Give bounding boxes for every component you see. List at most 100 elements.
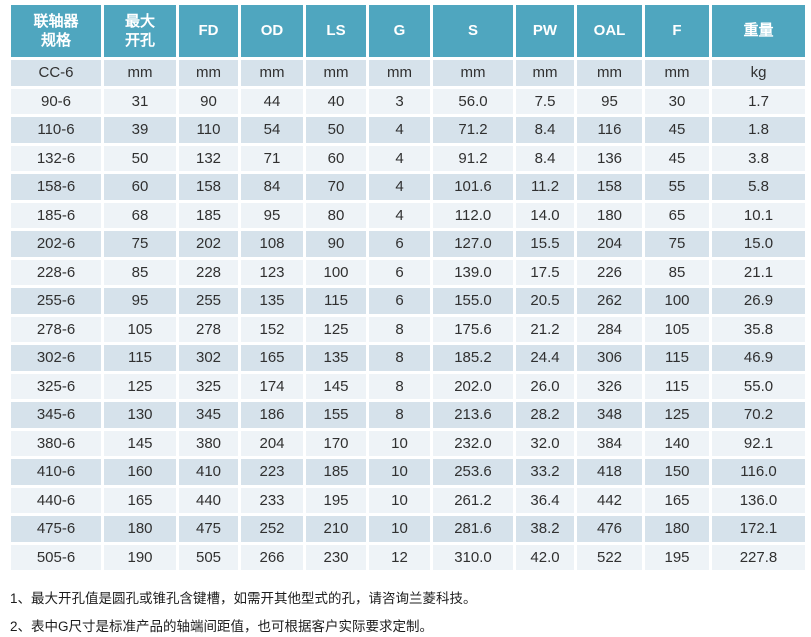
table-cell: 75 (104, 231, 176, 257)
table-cell: 91.2 (433, 145, 513, 171)
table-cell: 125 (104, 373, 176, 399)
table-cell: 160 (104, 459, 176, 485)
table-cell: 38.2 (516, 516, 574, 542)
table-cell: 10.1 (712, 202, 805, 228)
table-cell: 84 (241, 174, 303, 200)
table-cell: 15.0 (712, 231, 805, 257)
header-row: 联轴器 规格 最大 开孔 FD OD LS G S PW OAL F 重量 (11, 5, 805, 57)
table-cell: 228 (179, 259, 238, 285)
table-cell: 170 (306, 430, 366, 456)
table-cell: 223 (241, 459, 303, 485)
header-cell: LS (306, 5, 366, 57)
table-row: 440-6 165 440 233 195 10 261.2 36.4 442 165 136.0 (11, 487, 805, 513)
table-cell: 226 (577, 259, 642, 285)
table-cell: 95 (577, 88, 642, 114)
table-cell: 26.0 (516, 373, 574, 399)
table-cell: 255-6 (11, 288, 101, 314)
table-cell: 135 (241, 288, 303, 314)
table-cell: mm (179, 60, 238, 86)
table-cell: 112.0 (433, 202, 513, 228)
table-cell: 65 (645, 202, 709, 228)
table-cell: 165 (104, 487, 176, 513)
header-cell: S (433, 5, 513, 57)
table-cell: 185.2 (433, 345, 513, 371)
table-row: 158-6 60 158 84 70 4 101.6 11.2 158 55 5.8 (11, 174, 805, 200)
table-cell: 505 (179, 544, 238, 570)
table-cell: 116 (577, 117, 642, 143)
table-row: 380-6 145 380 204 170 10 232.0 32.0 384 140 92.1 (11, 430, 805, 456)
table-cell: 165 (241, 345, 303, 371)
table-cell: 100 (645, 288, 709, 314)
table-cell: 95 (241, 202, 303, 228)
table-cell: 278-6 (11, 316, 101, 342)
table-cell: 213.6 (433, 402, 513, 428)
table-cell: 190 (104, 544, 176, 570)
table-cell: 110 (179, 117, 238, 143)
header-cell: 重量 (712, 5, 805, 57)
table-cell: 202 (179, 231, 238, 257)
table-cell: 195 (645, 544, 709, 570)
table-cell: 180 (577, 202, 642, 228)
table-cell: 132 (179, 145, 238, 171)
table-cell: mm (369, 60, 430, 86)
table-cell: 325 (179, 373, 238, 399)
table-row: 475-6 180 475 252 210 10 281.6 38.2 476 180 172.1 (11, 516, 805, 542)
table-cell: 8 (369, 373, 430, 399)
table-cell: 345 (179, 402, 238, 428)
table-cell: 8 (369, 402, 430, 428)
table-cell: CC-6 (11, 60, 101, 86)
table-cell: 32.0 (516, 430, 574, 456)
table-cell: 202-6 (11, 231, 101, 257)
table-cell: 348 (577, 402, 642, 428)
table-cell: 55.0 (712, 373, 805, 399)
table-cell: 4 (369, 117, 430, 143)
table-cell: 185-6 (11, 202, 101, 228)
table-cell: 36.4 (516, 487, 574, 513)
table-cell: 440 (179, 487, 238, 513)
table-cell: 136 (577, 145, 642, 171)
table-cell: 7.5 (516, 88, 574, 114)
table-cell: mm (645, 60, 709, 86)
table-cell: 284 (577, 316, 642, 342)
table-cell: 90 (306, 231, 366, 257)
table-cell: 475 (179, 516, 238, 542)
table-cell: 125 (645, 402, 709, 428)
table-cell: 139.0 (433, 259, 513, 285)
table-cell: mm (306, 60, 366, 86)
table-cell: 230 (306, 544, 366, 570)
table-cell: 6 (369, 288, 430, 314)
table-cell: 145 (306, 373, 366, 399)
table-row: 325-6 125 325 174 145 8 202.0 26.0 326 115 55.0 (11, 373, 805, 399)
table-cell: 522 (577, 544, 642, 570)
table-cell: 4 (369, 174, 430, 200)
table-cell: 60 (104, 174, 176, 200)
header-cell: 最大 开孔 (104, 5, 176, 57)
table-cell: 127.0 (433, 231, 513, 257)
table-cell: 232.0 (433, 430, 513, 456)
table-cell: 410-6 (11, 459, 101, 485)
table-cell: 60 (306, 145, 366, 171)
table-cell: 306 (577, 345, 642, 371)
table-cell: 39 (104, 117, 176, 143)
table-cell: 505-6 (11, 544, 101, 570)
table-cell: mm (516, 60, 574, 86)
table-row: 185-6 68 185 95 80 4 112.0 14.0 180 65 10.1 (11, 202, 805, 228)
table-cell: 10 (369, 459, 430, 485)
table-cell: 46.9 (712, 345, 805, 371)
table-cell: 326 (577, 373, 642, 399)
table-cell: 105 (645, 316, 709, 342)
table-cell: 115 (306, 288, 366, 314)
table-cell: 28.2 (516, 402, 574, 428)
table-cell: 325-6 (11, 373, 101, 399)
table-cell: 266 (241, 544, 303, 570)
table-cell: 440-6 (11, 487, 101, 513)
table-cell: 33.2 (516, 459, 574, 485)
footnotes: 1、最大开孔值是圆孔或锥孔含键槽，如需开其他型式的孔，请咨询兰菱科技。 2、表中… (8, 589, 805, 637)
table-cell: 10 (369, 487, 430, 513)
table-cell: 476 (577, 516, 642, 542)
table-cell: 1.8 (712, 117, 805, 143)
table-row: 202-6 75 202 108 90 6 127.0 15.5 204 75 15.0 (11, 231, 805, 257)
table-row: 90-6 31 90 44 40 3 56.0 7.5 95 30 1.7 (11, 88, 805, 114)
table-cell: 204 (241, 430, 303, 456)
table-cell: 8.4 (516, 145, 574, 171)
